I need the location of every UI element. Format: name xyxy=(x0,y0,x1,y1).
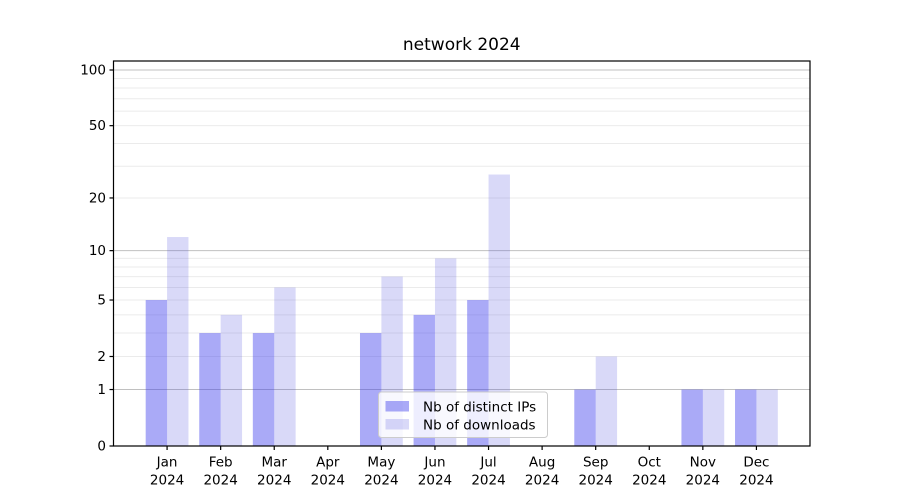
x-tick-label: Mar 2024 xyxy=(257,455,291,489)
x-tick-label: Sep 2024 xyxy=(579,455,613,489)
y-tick-label: 20 xyxy=(89,190,106,206)
legend: Nb of distinct IPs Nb of downloads xyxy=(378,391,548,438)
y-tick-label: 50 xyxy=(89,118,106,134)
y-tick-label: 10 xyxy=(89,243,106,259)
bar-downloads-Jul xyxy=(488,174,510,446)
legend-label-distinct-ips: Nb of distinct IPs xyxy=(423,400,536,416)
x-tick-label: Jul 2024 xyxy=(471,455,505,489)
bar-distinct-ips-Mar xyxy=(252,333,275,446)
x-tick-label: Jan 2024 xyxy=(150,455,184,489)
bar-distinct-ips-Feb xyxy=(199,333,221,446)
bar-downloads-Dec xyxy=(756,389,778,446)
plot-border xyxy=(112,60,811,447)
y-tick-label: 1 xyxy=(97,382,106,398)
y-tick-label: 100 xyxy=(80,63,106,79)
bar-downloads-Jan xyxy=(167,237,189,446)
y-tick-label: 5 xyxy=(97,293,106,309)
chart-title: network 2024 xyxy=(403,35,521,55)
bar-distinct-ips-Dec xyxy=(735,389,757,446)
bar-downloads-Feb xyxy=(220,314,243,446)
minor-gridlines xyxy=(113,77,810,357)
x-axis-ticks: Jan 2024 Feb 2024 Mar 2024 Apr 2024 May 2024 Jun 20… xyxy=(150,446,774,489)
legend-box xyxy=(378,391,548,438)
bar-distinct-ips-Jan xyxy=(145,300,168,446)
y-axis-ticks: 0 1 2 5 10 20 50 100 xyxy=(80,63,114,455)
legend-label-downloads: Nb of downloads xyxy=(423,418,536,434)
x-tick-label: Jun 2024 xyxy=(418,455,452,489)
y-tick-label: 2 xyxy=(97,349,106,365)
x-tick-label: May 2024 xyxy=(364,455,398,489)
bar-distinct-ips-May xyxy=(359,333,382,446)
legend-swatch-downloads xyxy=(385,419,409,430)
bar-distinct-ips-Sep xyxy=(574,389,596,446)
x-tick-label: Apr 2024 xyxy=(311,455,345,489)
x-tick-label: Feb 2024 xyxy=(203,455,237,489)
bar-downloads-Sep xyxy=(595,356,618,446)
x-tick-label: Aug 2024 xyxy=(525,455,559,489)
x-tick-label: Oct 2024 xyxy=(632,455,666,489)
y-tick-label: 0 xyxy=(97,439,106,455)
bar-downloads-Mar xyxy=(274,287,296,446)
bar-downloads-Nov xyxy=(702,389,725,446)
legend-swatch-distinct-ips xyxy=(385,401,409,412)
x-tick-label: Nov 2024 xyxy=(686,455,720,489)
x-tick-label: Dec 2024 xyxy=(739,455,773,489)
major-gridlines xyxy=(113,69,810,391)
bar-distinct-ips-Nov xyxy=(681,389,703,446)
